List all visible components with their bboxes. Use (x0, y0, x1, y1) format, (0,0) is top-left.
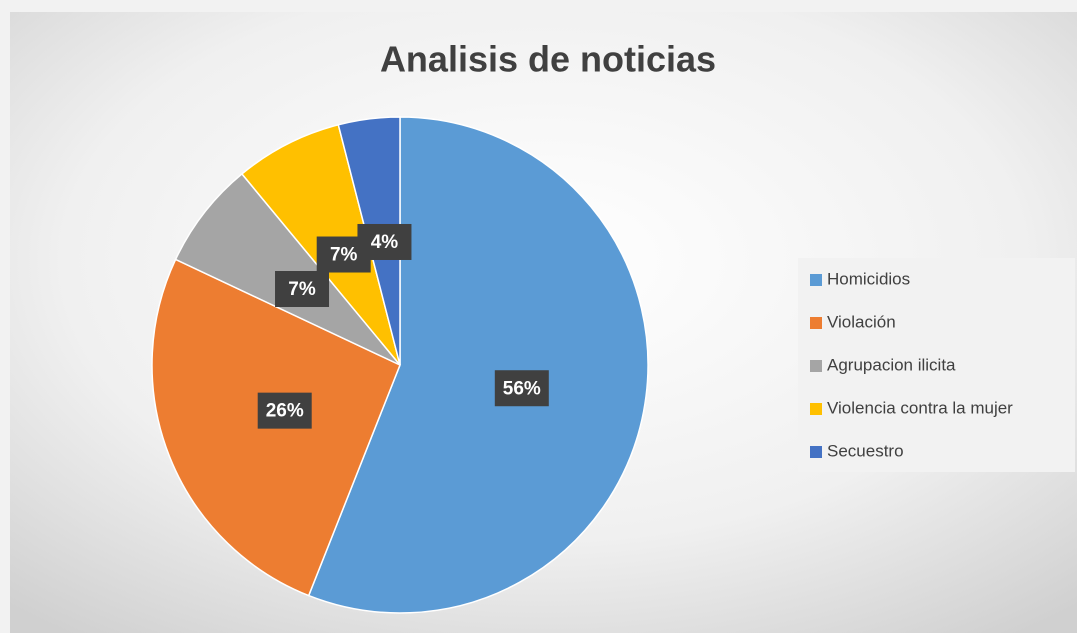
legend-swatch (810, 446, 822, 458)
data-label-box (257, 392, 312, 429)
data-label-box (357, 223, 412, 260)
legend-swatch (810, 403, 822, 415)
legend-label: Homicidios (827, 269, 910, 288)
data-label: 26% (266, 401, 304, 422)
legend-label: Violencia contra la mujer (827, 398, 1013, 417)
data-label: 4% (371, 232, 399, 253)
data-label: 56% (503, 378, 541, 399)
data-label-box (275, 270, 330, 307)
legend-label: Violación (827, 312, 896, 331)
pie-slice (307, 116, 649, 614)
data-label-box (494, 370, 549, 407)
data-label: 7% (330, 245, 358, 266)
legend-swatch (810, 360, 822, 372)
legend-label: Agrupacion ilicita (827, 355, 956, 374)
legend-swatch (810, 274, 822, 286)
legend (798, 258, 1075, 472)
data-label: 7% (288, 279, 316, 300)
legend-label: Secuestro (827, 441, 904, 460)
pie-slice (174, 172, 401, 366)
chart-title: Analisis de noticias (380, 39, 716, 80)
legend-swatch (810, 317, 822, 329)
